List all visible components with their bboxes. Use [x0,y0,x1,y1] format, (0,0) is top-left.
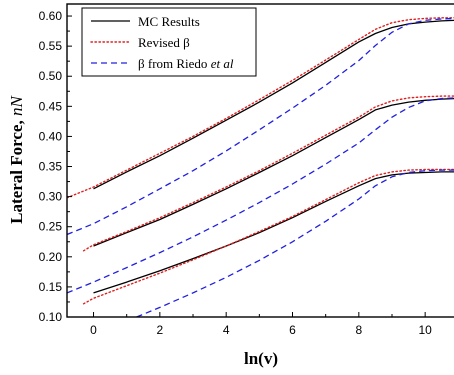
y-tick-label: 0.30 [39,190,63,204]
y-tick-label: 0.50 [39,69,63,83]
series-line-riedo-top [67,17,454,236]
series-line-revised-bottom [82,168,454,305]
legend-label-riedo-italic: et al [211,56,234,71]
series-layer [67,17,454,317]
y-axis: 0.10 0.15 0.20 0.25 0.30 0.35 0.40 0.45 0.50 0.55… [39,9,72,324]
series-line-mc-bottom [93,171,454,294]
y-axis-title-main: Lateral Force, [7,116,26,224]
series-line-mc-top [93,19,454,190]
series-line-mc-middle [93,97,454,247]
x-tick-label: 10 [418,323,432,337]
x-tick-label: 4 [223,323,230,337]
x-axis-title: ln(v) [244,349,278,368]
y-axis-title: Lateral Force, nN [7,95,26,224]
series-line-riedo-bottom [136,169,454,317]
y-tick-label: 0.15 [39,280,63,294]
y-tick-label: 0.25 [39,220,63,234]
plot-frame [66,3,454,318]
legend: MC Results Revised β β from Riedo et al [81,7,257,77]
x-tick-label: 2 [157,323,164,337]
x-tick-label: 8 [355,323,362,337]
legend-label-riedo: β from Riedo et al [138,56,234,71]
y-tick-label: 0.55 [39,39,63,53]
y-axis-title-unit: nN [7,95,26,117]
x-tick-label: 6 [289,323,296,337]
x-tick-label: 0 [90,323,97,337]
series-line-revised-middle [82,95,454,252]
x-axis: 0 2 4 6 8 10 [90,312,432,337]
y-tick-label: 0.45 [39,99,63,113]
legend-label-revised: Revised β [138,35,190,50]
y-tick-label: 0.60 [39,9,63,23]
y-tick-label: 0.10 [39,310,63,324]
series-line-riedo-middle [67,97,454,294]
y-tick-label: 0.40 [39,129,63,143]
y-tick-label: 0.20 [39,250,63,264]
y-tick-label: 0.35 [39,160,63,174]
series-line-revised-top [67,17,454,199]
legend-label-mc: MC Results [138,14,200,29]
legend-label-riedo-main: β from Riedo [138,56,211,71]
